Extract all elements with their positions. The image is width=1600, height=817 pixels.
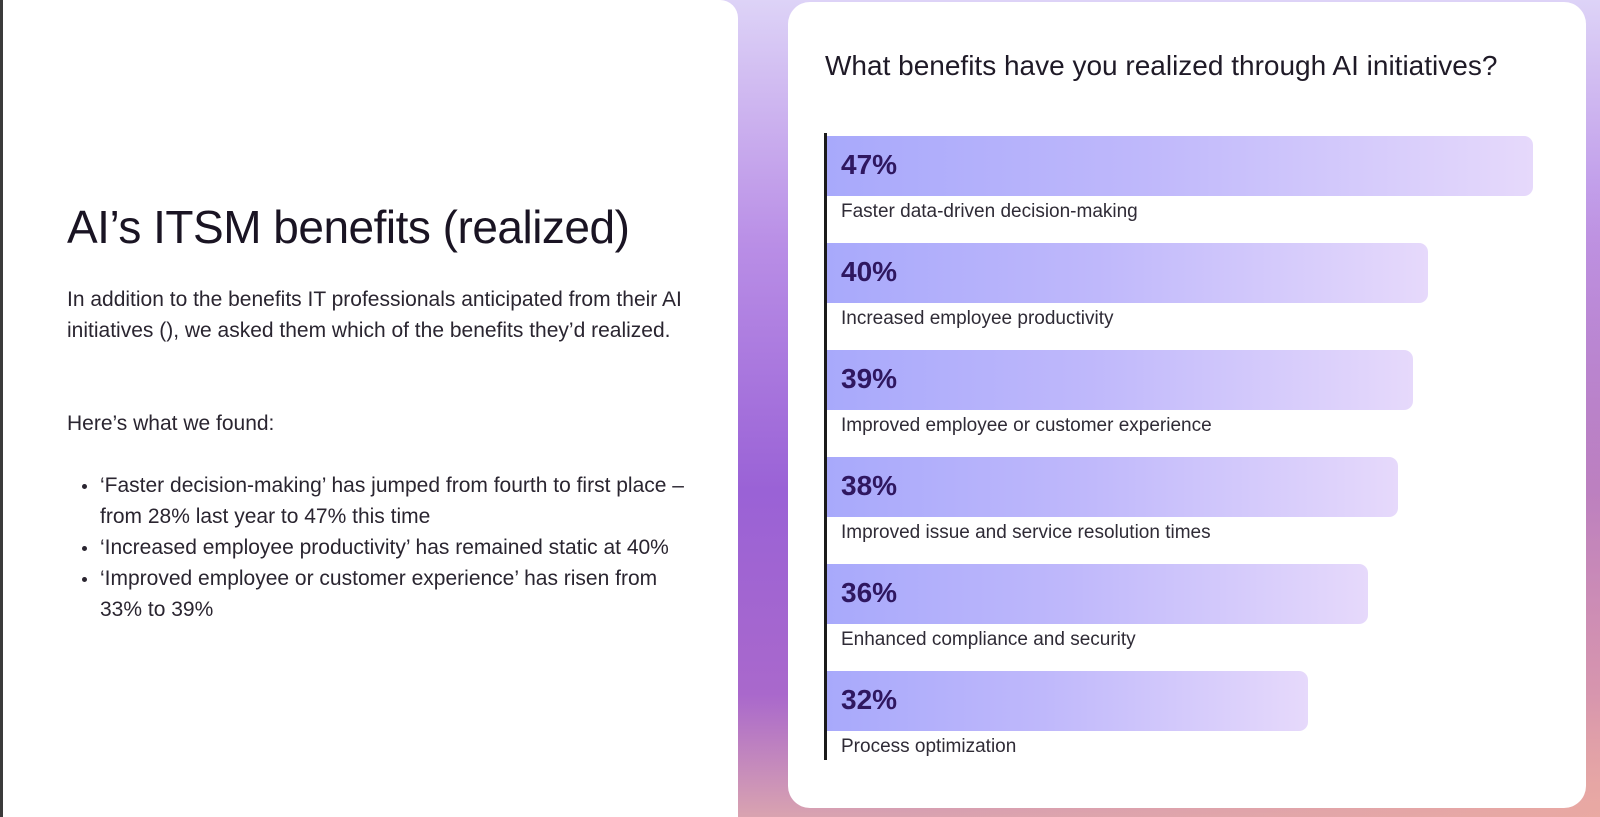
intro-paragraph: In addition to the benefits IT professio… — [67, 288, 682, 342]
bar-category-label: Improved employee or customer experience — [841, 415, 1212, 436]
bar-category-label: Increased employee productivity — [841, 308, 1114, 329]
bar-row: 47% Faster data-driven decision-making — [827, 133, 1573, 240]
finding-item: ‘Increased employee productivity’ has re… — [67, 532, 687, 563]
bar — [827, 671, 1308, 731]
chart-panel: What benefits have you realized through … — [788, 2, 1586, 808]
bar-row: 40% Increased employee productivity — [827, 240, 1573, 347]
bar-value-label: 40% — [841, 256, 898, 287]
window-edge — [0, 0, 3, 817]
bar — [827, 350, 1413, 410]
finding-item: ‘Faster decision-making’ has jumped from… — [67, 470, 687, 532]
bar — [827, 136, 1533, 196]
bar-chart: 47% Faster data-driven decision-making 40%… — [827, 133, 1573, 775]
bar-row: 36% Enhanced compliance and security — [827, 561, 1573, 668]
chart-title: What benefits have you realized through … — [825, 50, 1498, 81]
findings-heading: Here’s what we found: — [67, 412, 275, 435]
bar-value-label: 38% — [841, 470, 898, 501]
bar-value-label: 32% — [841, 684, 898, 715]
bar-category-label: Improved issue and service resolution ti… — [841, 522, 1211, 543]
bar-category-label: Process optimization — [841, 736, 1017, 757]
page-title: AI’s ITSM benefits (realized) — [67, 201, 630, 253]
bar — [827, 457, 1398, 517]
bar-row: 32% Process optimization — [827, 668, 1573, 775]
bar — [827, 564, 1368, 624]
bar-category-label: Faster data-driven decision-making — [841, 201, 1138, 222]
bar-value-label: 39% — [841, 363, 898, 394]
bar-row: 38% Improved issue and service resolution… — [827, 454, 1573, 561]
bar — [827, 243, 1428, 303]
findings-list: ‘Faster decision-making’ has jumped from… — [67, 470, 687, 625]
bar-row: 39% Improved employee or customer experie… — [827, 347, 1573, 454]
bar-category-label: Enhanced compliance and security — [841, 629, 1136, 650]
chart-axis-line — [824, 133, 827, 760]
bar-value-label: 36% — [841, 577, 898, 608]
summary-panel: AI’s ITSM benefits (realized) In additio… — [3, 0, 738, 817]
bar-value-label: 47% — [841, 149, 898, 180]
finding-item: ‘Improved employee or customer experienc… — [67, 563, 687, 625]
